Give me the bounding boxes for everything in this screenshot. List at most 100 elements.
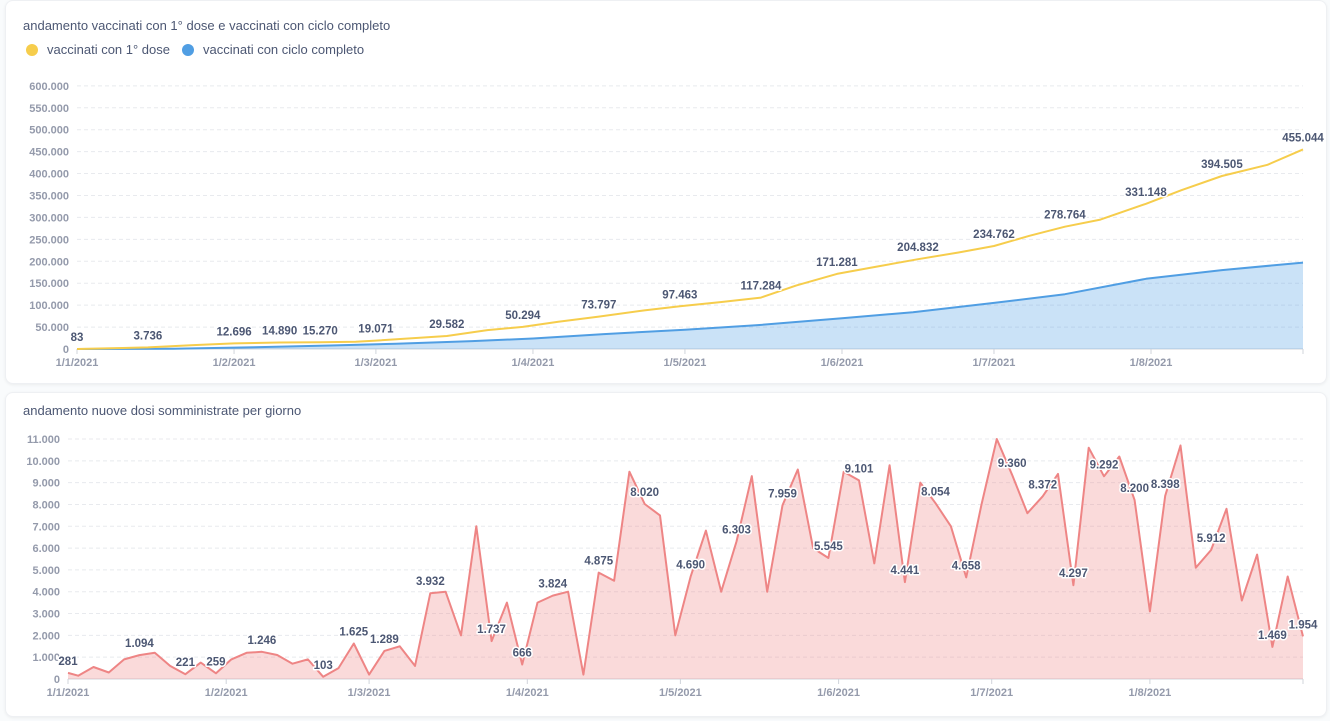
data-label: 3.932: [416, 576, 445, 588]
data-label: 4.441: [891, 565, 920, 577]
legend-item-first-dose[interactable]: vaccinati con 1° dose: [26, 42, 170, 57]
area-vaccinati-con-ciclo-completo: [77, 262, 1303, 349]
legend-label-first-dose: vaccinati con 1° dose: [47, 42, 170, 57]
data-label: 8.200: [1120, 483, 1149, 495]
y-tick-label: 50.000: [35, 322, 69, 334]
data-label: 5.545: [814, 541, 843, 553]
x-tick-label: 1/7/2021: [970, 687, 1013, 699]
chart-title: andamento vaccinati con 1° dose e vaccin…: [23, 18, 391, 33]
data-label: 278.764: [1044, 210, 1086, 222]
x-tick-label: 1/6/2021: [817, 687, 860, 699]
data-label: 259: [206, 656, 225, 668]
y-tick-label: 9.000: [32, 478, 60, 490]
x-tick-label: 1/1/2021: [56, 357, 99, 369]
x-tick-label: 1/3/2021: [354, 357, 397, 369]
data-label: 83: [71, 332, 84, 344]
data-label: 9.101: [845, 463, 874, 475]
y-tick-label: 350.000: [29, 190, 69, 202]
daily-doses-area-chart[interactable]: 0 1.000 2.000 3.000 4.000 5.000 6.000 7.000 8.00…: [6, 393, 1326, 716]
data-label: 4.658: [952, 560, 981, 572]
y-tick-label: 3.000: [32, 609, 60, 621]
data-label: 19.071: [358, 324, 394, 336]
y-tick-label: 100.000: [29, 300, 69, 312]
data-label: 1.625: [339, 627, 368, 639]
data-label: 171.281: [816, 257, 858, 269]
x-tick-label: 1/1/2021: [47, 687, 90, 699]
y-tick-label: 550.000: [29, 103, 69, 115]
area-series-0: [68, 439, 1303, 679]
data-label: 14.890: [262, 325, 297, 337]
y-tick-label: 6.000: [32, 543, 60, 555]
line-vaccinati-con-ciclo-completo[interactable]: [76, 261, 1304, 350]
data-label: 15.270: [303, 325, 338, 337]
data-label: 1.469: [1258, 630, 1287, 642]
y-tick-label: 150.000: [29, 278, 69, 290]
legend-label-completed: vaccinati con ciclo completo: [203, 42, 365, 57]
data-label: 8.372: [1028, 479, 1057, 491]
data-label: 1.246: [248, 635, 277, 647]
data-label: 3.736: [134, 330, 163, 342]
x-tick-label: 1/5/2021: [659, 687, 702, 699]
data-label: 1.954: [1289, 619, 1318, 631]
data-label: 7.959: [768, 488, 797, 500]
data-label: 73.797: [581, 300, 616, 312]
data-label: 5.912: [1197, 533, 1226, 545]
data-label: 394.505: [1201, 159, 1243, 171]
data-label: 1.737: [477, 624, 506, 636]
y-tick-label: 1.000: [32, 652, 60, 664]
legend-item-completed[interactable]: vaccinati con ciclo completo: [182, 42, 364, 57]
data-label: 9.292: [1090, 459, 1119, 471]
x-tick-label: 1/4/2021: [506, 687, 549, 699]
y-tick-label: 7.000: [32, 521, 60, 533]
data-label: 221: [176, 657, 196, 669]
data-label: 103: [314, 660, 333, 672]
data-label: 8.020: [630, 487, 659, 499]
y-tick-label: 300.000: [29, 212, 69, 224]
y-tick-label: 8.000: [32, 499, 60, 511]
cumulative-vaccination-card: andamento vaccinati con 1° dose e vaccin…: [5, 0, 1327, 384]
y-tick-label: 4.000: [32, 587, 60, 599]
data-label: 6.303: [722, 524, 751, 536]
legend-dot-first-dose: [26, 43, 38, 56]
data-label: 1.094: [125, 638, 154, 650]
data-label: 29.582: [429, 319, 464, 331]
legend: vaccinati con 1° dose vaccinati con cicl…: [26, 42, 376, 57]
data-label: 1.289: [370, 634, 399, 646]
data-label: 234.762: [973, 229, 1015, 241]
x-tick-label: 1/6/2021: [821, 357, 864, 369]
data-label: 455.044: [1282, 132, 1324, 144]
line-series-0[interactable]: [67, 438, 1304, 678]
x-tick-label: 1/2/2021: [213, 357, 256, 369]
data-label: 12.696: [216, 326, 251, 338]
data-label: 8.054: [921, 486, 950, 498]
x-tick-label: 1/8/2021: [1130, 357, 1173, 369]
y-tick-label: 0: [63, 344, 69, 356]
x-tick-label: 1/4/2021: [512, 357, 555, 369]
data-label: 331.148: [1125, 187, 1167, 199]
y-tick-label: 5.000: [32, 565, 60, 577]
y-tick-label: 200.000: [29, 256, 69, 268]
data-label: 4.690: [676, 560, 705, 572]
y-tick-label: 10.000: [26, 456, 60, 468]
y-tick-label: 0: [54, 674, 60, 686]
y-tick-label: 600.000: [29, 81, 69, 93]
y-tick-label: 500.000: [29, 125, 69, 137]
y-tick-label: 11.000: [27, 434, 60, 446]
x-tick-label: 1/5/2021: [664, 357, 707, 369]
x-tick-label: 1/7/2021: [973, 357, 1016, 369]
data-label: 204.832: [897, 242, 939, 254]
data-label: 281: [58, 656, 78, 668]
legend-dot-completed: [182, 43, 194, 56]
x-tick-label: 1/8/2021: [1128, 687, 1171, 699]
data-label: 4.875: [584, 556, 613, 568]
chart-title: andamento nuove dosi somministrate per g…: [23, 403, 302, 418]
line-vaccinati-con-1-dose[interactable]: [76, 148, 1304, 350]
data-label: 8.398: [1151, 479, 1180, 491]
y-tick-label: 250.000: [29, 234, 69, 246]
data-label: 4.297: [1059, 568, 1088, 580]
data-label: 9.360: [998, 458, 1027, 470]
cumulative-area-chart[interactable]: 0 50.000 100.000 150.000 200.000 250.000 300.0…: [6, 1, 1326, 383]
data-label: 50.294: [505, 310, 541, 322]
data-label: 97.463: [662, 289, 697, 301]
x-tick-label: 1/2/2021: [205, 687, 248, 699]
